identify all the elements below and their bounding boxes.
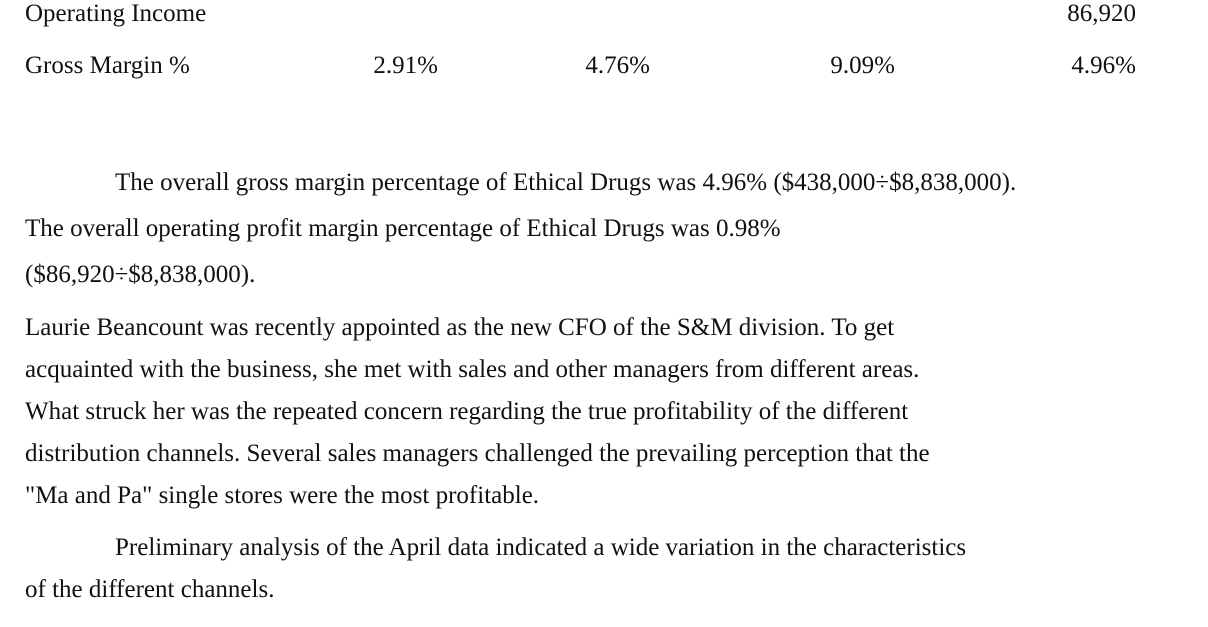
- paragraph-line: What struck her was the repeated concern…: [25, 398, 909, 425]
- paragraph-line: The overall gross margin percentage of E…: [115, 169, 1017, 196]
- table-cell: 4.96%: [1071, 52, 1136, 79]
- paragraph-line: ($86,920÷$8,838,000).: [25, 261, 256, 288]
- paragraph-line: The overall operating profit margin perc…: [25, 215, 781, 242]
- row-label: Gross Margin %: [25, 52, 190, 79]
- table-cell: 86,920: [1067, 0, 1136, 27]
- table-cell: 9.09%: [830, 52, 895, 79]
- paragraph-line: distribution channels. Several sales man…: [25, 440, 930, 467]
- paragraph-line: Preliminary analysis of the April data i…: [115, 534, 967, 561]
- row-label: Operating Income: [25, 0, 207, 27]
- paragraph-line: acquainted with the business, she met wi…: [25, 356, 920, 383]
- table-row-gross-margin: Gross Margin % 2.91% 4.76% 9.09% 4.96%: [0, 49, 1208, 83]
- paragraph-line: "Ma and Pa" single stores were the most …: [25, 482, 540, 509]
- table-row-operating-income: Operating Income 86,920: [0, 0, 1208, 31]
- paragraph-line: of the different channels.: [25, 576, 275, 603]
- table-cell: 4.76%: [585, 52, 650, 79]
- paragraph-line: Laurie Beancount was recently appointed …: [25, 314, 895, 341]
- table-cell: 2.91%: [373, 52, 438, 79]
